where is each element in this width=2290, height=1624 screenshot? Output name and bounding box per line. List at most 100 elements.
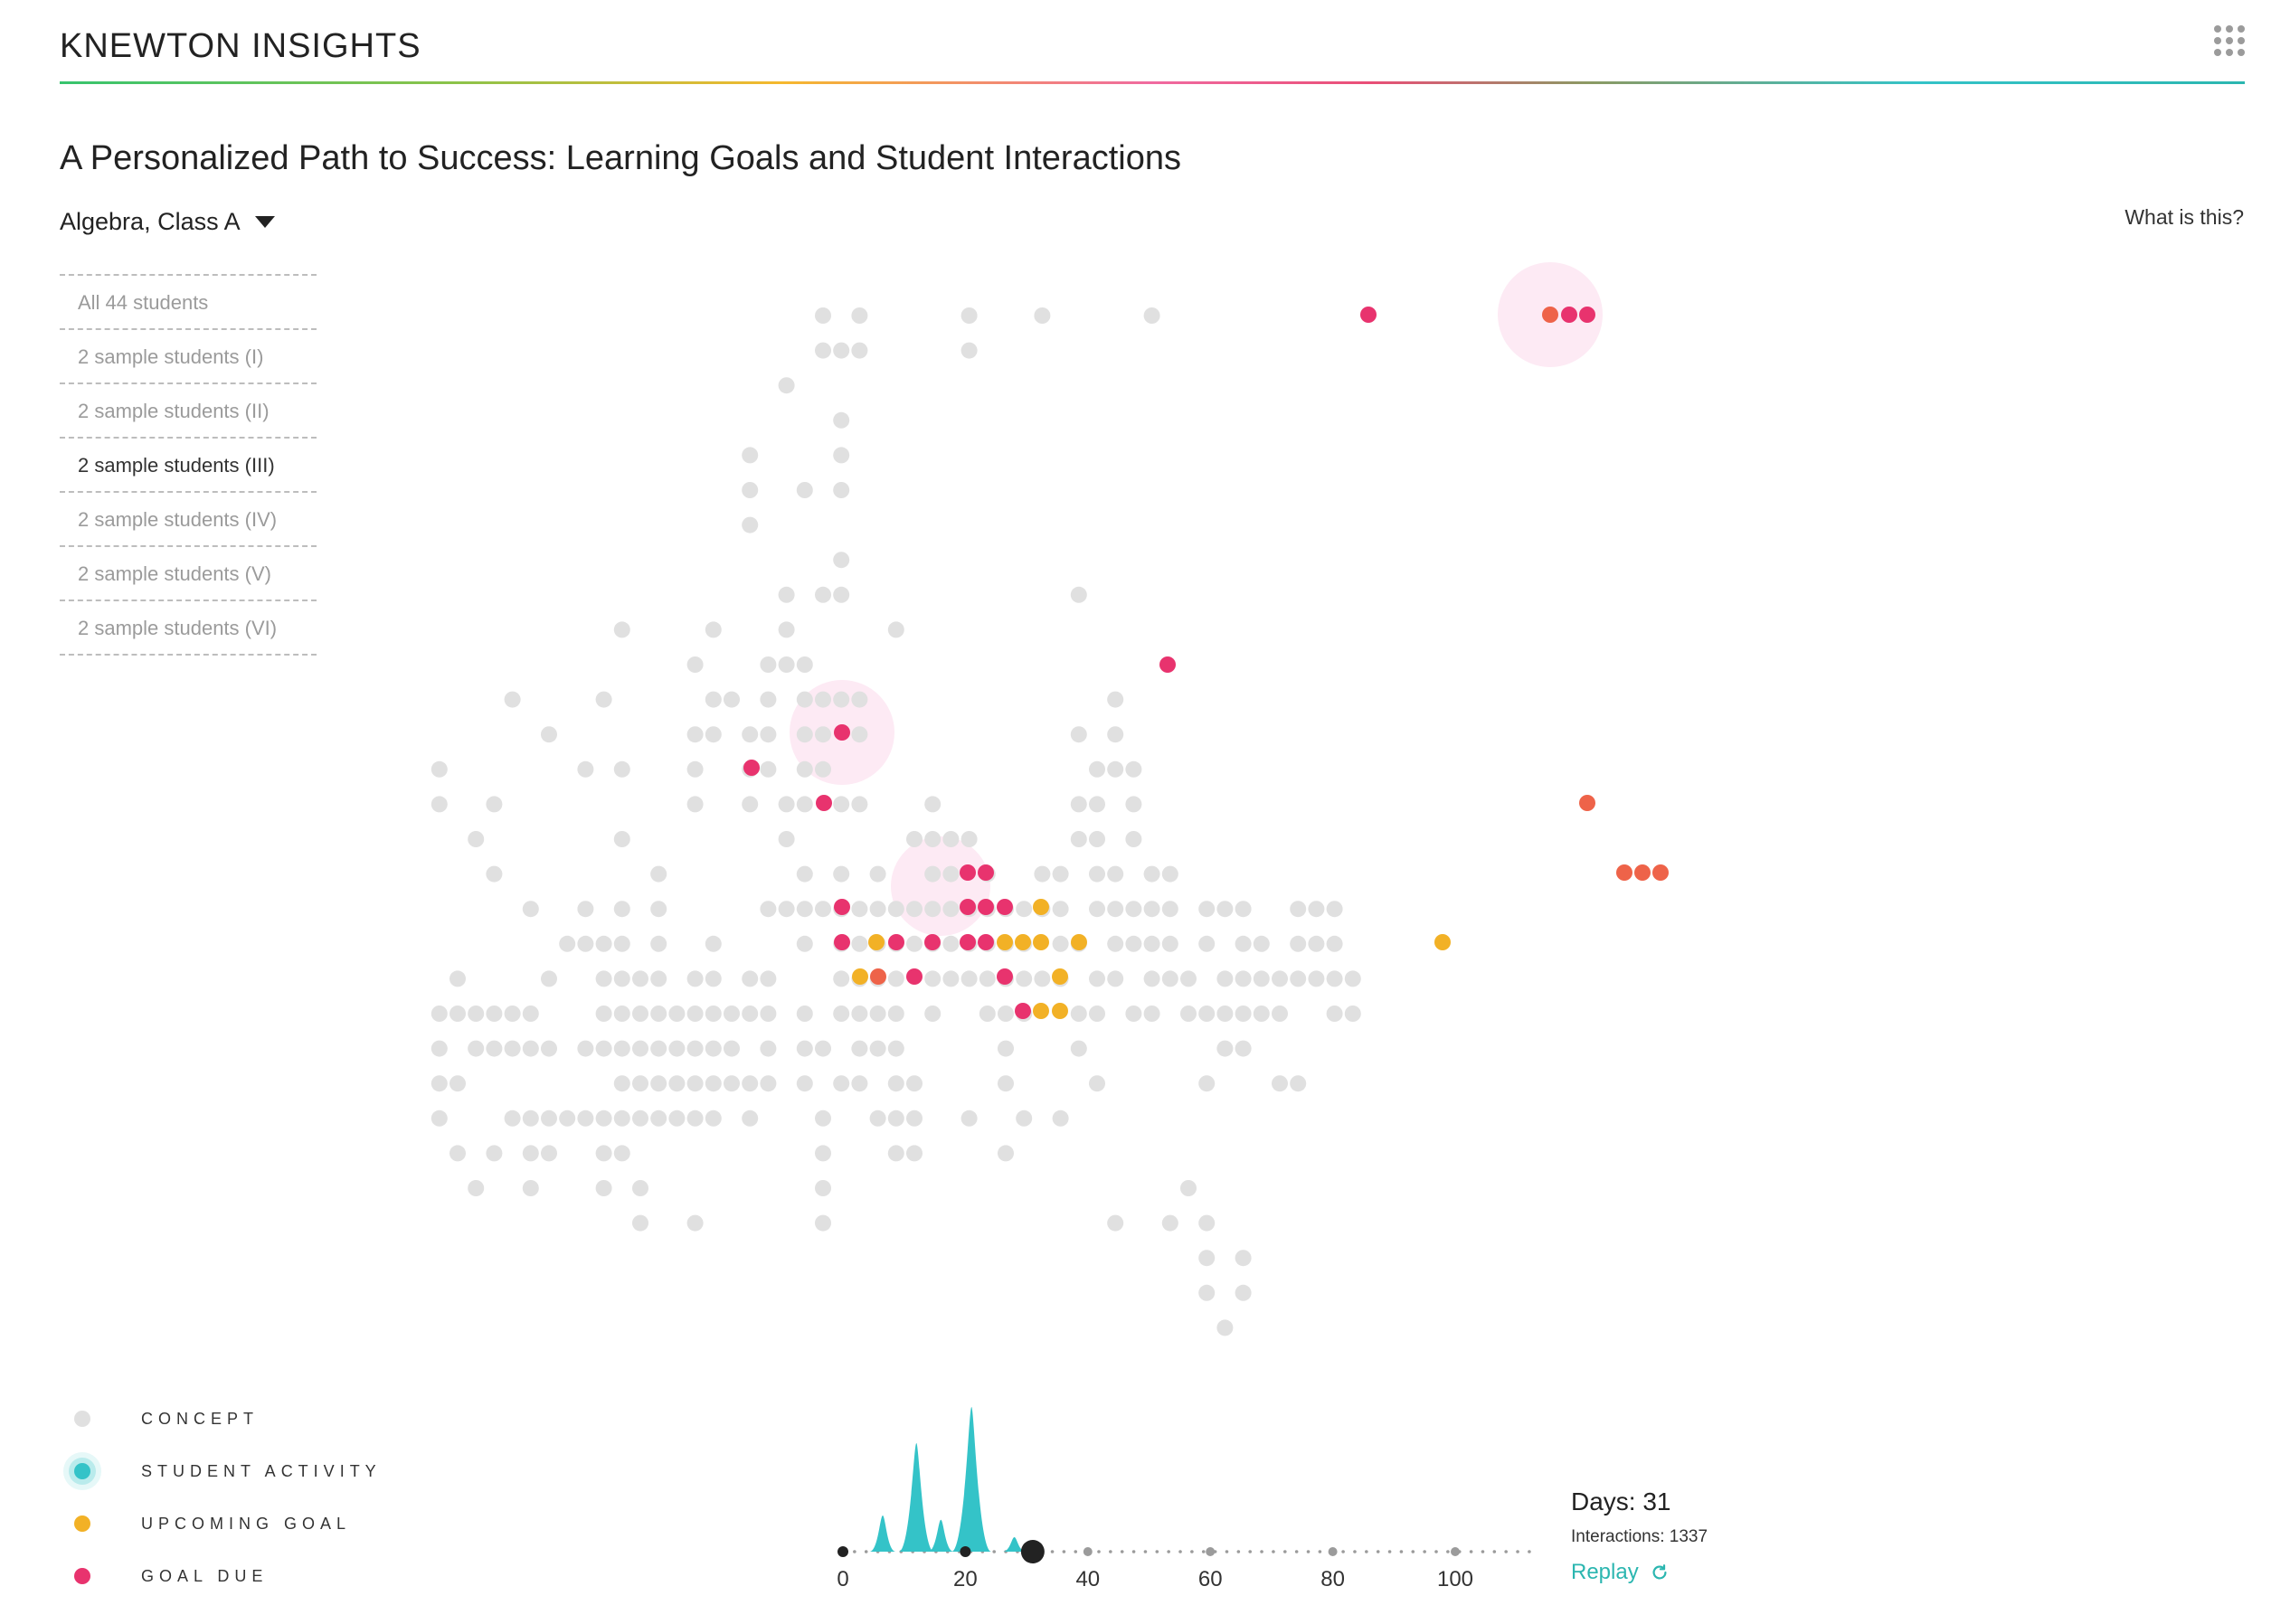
concept-node[interactable] xyxy=(468,1040,485,1057)
concept-node[interactable] xyxy=(705,1006,722,1022)
concept-node[interactable] xyxy=(833,1006,850,1022)
concept-node[interactable] xyxy=(1253,970,1270,987)
upcoming-goal-node[interactable] xyxy=(1052,1003,1068,1019)
concept-node[interactable] xyxy=(833,482,850,498)
concept-node[interactable] xyxy=(1198,1214,1216,1232)
concept-node[interactable] xyxy=(851,901,868,918)
concept-node[interactable] xyxy=(998,1040,1014,1057)
concept-node[interactable] xyxy=(724,691,740,708)
concept-node[interactable] xyxy=(522,1109,539,1127)
concept-node[interactable] xyxy=(577,935,594,952)
concept-node[interactable] xyxy=(724,1040,740,1057)
concept-node[interactable] xyxy=(705,935,722,952)
concept-node[interactable] xyxy=(686,970,704,987)
concept-node[interactable] xyxy=(1290,970,1307,987)
concept-node[interactable] xyxy=(796,482,813,498)
concept-node[interactable] xyxy=(1089,865,1105,883)
concept-node[interactable] xyxy=(796,1006,813,1022)
concept-node[interactable] xyxy=(1143,307,1160,324)
concept-node[interactable] xyxy=(486,865,503,883)
concept-node[interactable] xyxy=(887,901,904,918)
concept-node[interactable] xyxy=(796,1075,813,1092)
concept-node[interactable] xyxy=(1198,935,1216,952)
concept-node[interactable] xyxy=(1052,865,1069,883)
concept-node[interactable] xyxy=(1089,970,1105,987)
concept-node[interactable] xyxy=(1290,1075,1307,1092)
concept-node[interactable] xyxy=(851,1040,868,1057)
concept-node[interactable] xyxy=(906,831,923,847)
concept-node[interactable] xyxy=(595,1006,612,1022)
concept-node[interactable] xyxy=(613,1006,630,1022)
concept-node[interactable] xyxy=(1070,586,1087,603)
replay-button[interactable]: Replay xyxy=(1571,1560,1708,1585)
concept-node[interactable] xyxy=(686,1006,704,1022)
concept-node[interactable] xyxy=(613,1075,630,1092)
concept-node[interactable] xyxy=(686,1109,704,1127)
goal-due-node[interactable] xyxy=(870,968,886,985)
concept-node[interactable] xyxy=(1235,1040,1252,1057)
concept-node[interactable] xyxy=(778,621,795,638)
concept-node[interactable] xyxy=(541,1040,557,1057)
goal-due-node[interactable] xyxy=(1360,307,1377,323)
goal-due-node[interactable] xyxy=(997,899,1013,915)
concept-node[interactable] xyxy=(613,935,630,952)
concept-node[interactable] xyxy=(851,342,868,359)
concept-node[interactable] xyxy=(632,1006,648,1022)
concept-node[interactable] xyxy=(724,1006,740,1022)
concept-node[interactable] xyxy=(632,1180,648,1196)
concept-node[interactable] xyxy=(1308,901,1325,918)
concept-node[interactable] xyxy=(705,726,722,743)
concept-node[interactable] xyxy=(906,1075,923,1092)
concept-node[interactable] xyxy=(869,901,886,918)
concept-node[interactable] xyxy=(887,1075,904,1092)
concept-node[interactable] xyxy=(650,1006,667,1022)
concept-node[interactable] xyxy=(924,970,942,987)
concept-node[interactable] xyxy=(1216,1319,1234,1336)
concept-node[interactable] xyxy=(1344,1006,1361,1022)
concept-node[interactable] xyxy=(1089,1075,1105,1092)
concept-node[interactable] xyxy=(431,1040,448,1057)
concept-node[interactable] xyxy=(431,760,448,778)
upcoming-goal-node[interactable] xyxy=(1033,899,1049,915)
concept-node[interactable] xyxy=(1016,901,1033,918)
concept-node[interactable] xyxy=(650,1109,667,1127)
concept-node[interactable] xyxy=(686,1040,704,1057)
concept-node[interactable] xyxy=(924,831,942,847)
upcoming-goal-node[interactable] xyxy=(1033,934,1049,950)
concept-node[interactable] xyxy=(1034,865,1051,883)
concept-node[interactable] xyxy=(1070,726,1087,743)
concept-node[interactable] xyxy=(1143,1006,1160,1022)
concept-node[interactable] xyxy=(742,482,759,498)
concept-node[interactable] xyxy=(851,1006,868,1022)
concept-node[interactable] xyxy=(778,656,795,673)
concept-node[interactable] xyxy=(760,970,777,987)
concept-node[interactable] xyxy=(595,970,612,987)
concept-node[interactable] xyxy=(541,726,557,743)
goal-due-node[interactable] xyxy=(1634,864,1651,881)
concept-node[interactable] xyxy=(815,726,831,743)
concept-node[interactable] xyxy=(960,831,978,847)
concept-node[interactable] xyxy=(833,970,850,987)
concept-node[interactable] xyxy=(686,760,704,778)
concept-node[interactable] xyxy=(942,865,960,883)
concept-node[interactable] xyxy=(742,1075,759,1092)
concept-node[interactable] xyxy=(705,1075,722,1092)
concept-node[interactable] xyxy=(632,970,648,987)
concept-node[interactable] xyxy=(742,1006,759,1022)
concept-node[interactable] xyxy=(1272,1006,1288,1022)
goal-due-node[interactable] xyxy=(960,899,976,915)
concept-node[interactable] xyxy=(1125,935,1142,952)
concept-node[interactable] xyxy=(778,901,795,918)
concept-node[interactable] xyxy=(760,901,777,918)
concept-node[interactable] xyxy=(869,1006,886,1022)
concept-node[interactable] xyxy=(1143,970,1160,987)
goal-due-node[interactable] xyxy=(743,760,760,776)
concept-node[interactable] xyxy=(815,1180,831,1196)
concept-node[interactable] xyxy=(1326,901,1343,918)
concept-node[interactable] xyxy=(778,796,795,813)
goal-due-node[interactable] xyxy=(1561,307,1577,323)
concept-node[interactable] xyxy=(1107,760,1124,778)
student-group-item[interactable]: 2 sample students (II) xyxy=(60,384,317,439)
concept-node[interactable] xyxy=(1326,1006,1343,1022)
concept-node[interactable] xyxy=(796,901,813,918)
